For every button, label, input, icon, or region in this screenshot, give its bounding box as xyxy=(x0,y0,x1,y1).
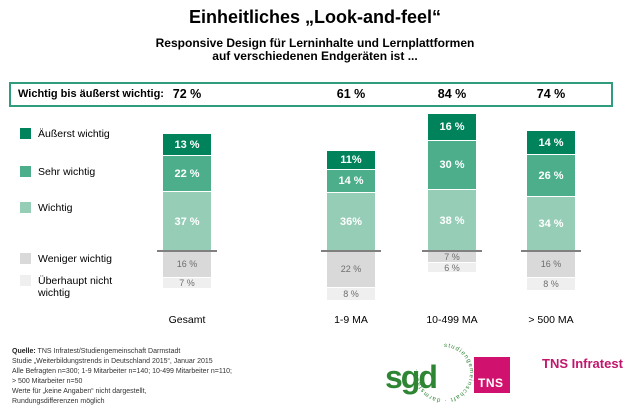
bar-above-stack: 14 % 26 % 34 % xyxy=(527,131,575,251)
tns-logo-text: TNS xyxy=(478,376,504,390)
source-line: Quelle: TNS Infratest/Studiengemeinschaf… xyxy=(12,347,312,357)
bar-above-stack: 11% 14 % 36% xyxy=(327,151,375,251)
bar-segment: 7 % xyxy=(163,277,211,288)
bar-segment: 26 % xyxy=(527,154,575,196)
source-lines: Studie „Weiterbildungstrends in Deutschl… xyxy=(12,357,312,407)
tns-logo: TNS xyxy=(474,357,510,393)
source-line: Alle Befragten n=300; 1-9 Mitarbeiter n=… xyxy=(12,368,232,375)
legend-item: Wichtig xyxy=(20,202,72,214)
summary-value: 61 % xyxy=(336,87,366,101)
legend-label: Sehr wichtig xyxy=(38,166,96,178)
bar-segment: 37 % xyxy=(163,191,211,251)
summary-value: 84 % xyxy=(437,87,467,101)
summary-value: 72 % xyxy=(172,87,202,101)
legend-item: Äußerst wichtig xyxy=(20,128,110,140)
summary-band xyxy=(9,82,613,107)
legend-swatch xyxy=(20,166,31,177)
sgd-logo: studiengemeinschaft · darmstadt · sgd xyxy=(385,343,473,403)
legend-swatch xyxy=(20,202,31,213)
source-line1-rest: TNS Infratest/Studiengemeinschaft Darmst… xyxy=(35,348,181,355)
bar-above-stack: 16 % 30 % 38 % xyxy=(428,114,476,251)
bar-segment: 16 % xyxy=(527,251,575,277)
bar-segment: 22 % xyxy=(327,251,375,287)
bar-above-stack: 13 % 22 % 37 % xyxy=(163,134,211,251)
source-line: Rundungsdifferenzen möglich xyxy=(12,398,105,405)
sgd-wordmark: sgd xyxy=(385,359,436,395)
bar-segment: 22 % xyxy=(163,155,211,191)
legend-label: Äußerst wichtig xyxy=(38,128,110,140)
bar-segment: 11% xyxy=(327,151,375,169)
bar-segment: 13 % xyxy=(163,134,211,155)
bar-segment: 8 % xyxy=(327,287,375,300)
bar-segment: 14 % xyxy=(327,169,375,192)
summary-label: Wichtig bis äußerst wichtig: xyxy=(18,88,164,100)
bar-segment: 7 % xyxy=(428,251,476,262)
legend-item: Sehr wichtig xyxy=(20,166,95,178)
bar-segment: 30 % xyxy=(428,140,476,189)
legend-label: Wichtig xyxy=(38,202,73,214)
category-label: > 500 MA xyxy=(528,314,574,326)
legend-swatch xyxy=(20,275,31,286)
legend-label: Weniger wichtig xyxy=(38,253,112,265)
bar-baseline xyxy=(422,250,482,252)
bar-segment: 16 % xyxy=(163,251,211,277)
source-line: > 500 Mitarbeiter n=50 xyxy=(12,378,83,385)
tns-infratest-wordmark: TNS Infratest xyxy=(542,356,623,371)
bar-below-stack: 22 % 8 % xyxy=(327,251,375,300)
bar-segment: 8 % xyxy=(527,277,575,290)
legend-swatch xyxy=(20,253,31,264)
bar-below-stack: 16 % 8 % xyxy=(527,251,575,290)
bar-segment: 16 % xyxy=(428,114,476,140)
category-label: 1-9 MA xyxy=(334,314,368,326)
category-label: Gesamt xyxy=(168,314,206,326)
bar-below-stack: 16 % 7 % xyxy=(163,251,211,288)
chart-title: Einheitliches „Look-and-feel“ xyxy=(188,7,442,27)
summary-value: 74 % xyxy=(536,87,566,101)
legend-item: Überhaupt nicht wichtig xyxy=(20,275,112,299)
legend-swatch xyxy=(20,128,31,139)
bar-baseline xyxy=(321,250,381,252)
bar-segment: 34 % xyxy=(527,196,575,251)
bar-baseline xyxy=(521,250,581,252)
chart-subtitle: Responsive Design für Lerninhalte und Le… xyxy=(155,36,475,63)
bar-segment: 38 % xyxy=(428,189,476,251)
source-label: Quelle: xyxy=(12,348,36,355)
bar-segment: 36% xyxy=(327,192,375,251)
source-line: Werte für „keine Angaben“ nicht dargeste… xyxy=(12,388,147,395)
category-label: 10-499 MA xyxy=(426,314,478,326)
legend-item: Weniger wichtig xyxy=(20,253,112,265)
bar-segment: 14 % xyxy=(527,131,575,154)
bar-segment: 6 % xyxy=(428,262,476,273)
source-line: Studie „Weiterbildungstrends in Deutschl… xyxy=(12,358,213,365)
source-note: Quelle: TNS Infratest/Studiengemeinschaf… xyxy=(12,347,312,407)
bar-baseline xyxy=(157,250,217,252)
bar-below-stack: 7 % 6 % xyxy=(428,251,476,273)
legend-label: Überhaupt nicht wichtig xyxy=(38,275,113,299)
